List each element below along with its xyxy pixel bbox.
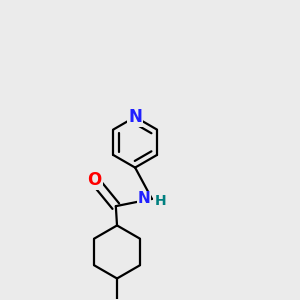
Text: O: O [87, 171, 101, 189]
Text: N: N [128, 108, 142, 126]
Text: H: H [154, 194, 166, 208]
Text: N: N [138, 191, 150, 206]
